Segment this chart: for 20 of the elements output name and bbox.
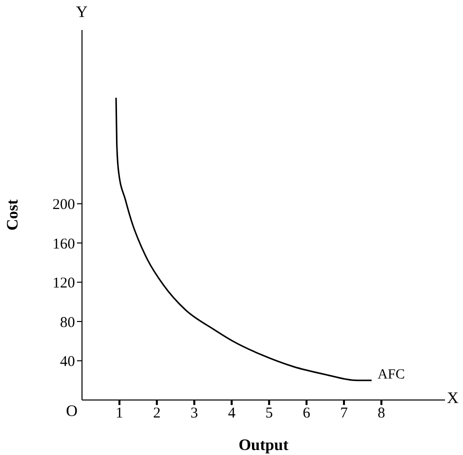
series-label: AFC [378,367,405,382]
text: Y [76,4,88,22]
y-tick-label: 120 [52,276,75,292]
y-axis-title: Cost [4,198,22,231]
x-tick-label: 5 [265,406,273,422]
x-tick-label: 2 [153,406,161,422]
y-tick-label: 40 [60,354,75,370]
y-tick-label: 160 [52,236,75,252]
x-tick-label: 1 [116,406,124,422]
text: O [66,403,78,421]
x-tick-label: 6 [302,406,311,422]
x-tick-label: 7 [340,406,348,422]
x-axis-title: Output [238,437,290,454]
x-tick-label: 8 [378,406,386,422]
x-tick-label: 3 [190,406,198,422]
y-tick-label: 200 [52,197,75,214]
text: X [447,390,459,408]
x-tick-label: 4 [228,406,236,422]
y-tick-label: 80 [60,314,75,331]
line-series [115,96,372,382]
